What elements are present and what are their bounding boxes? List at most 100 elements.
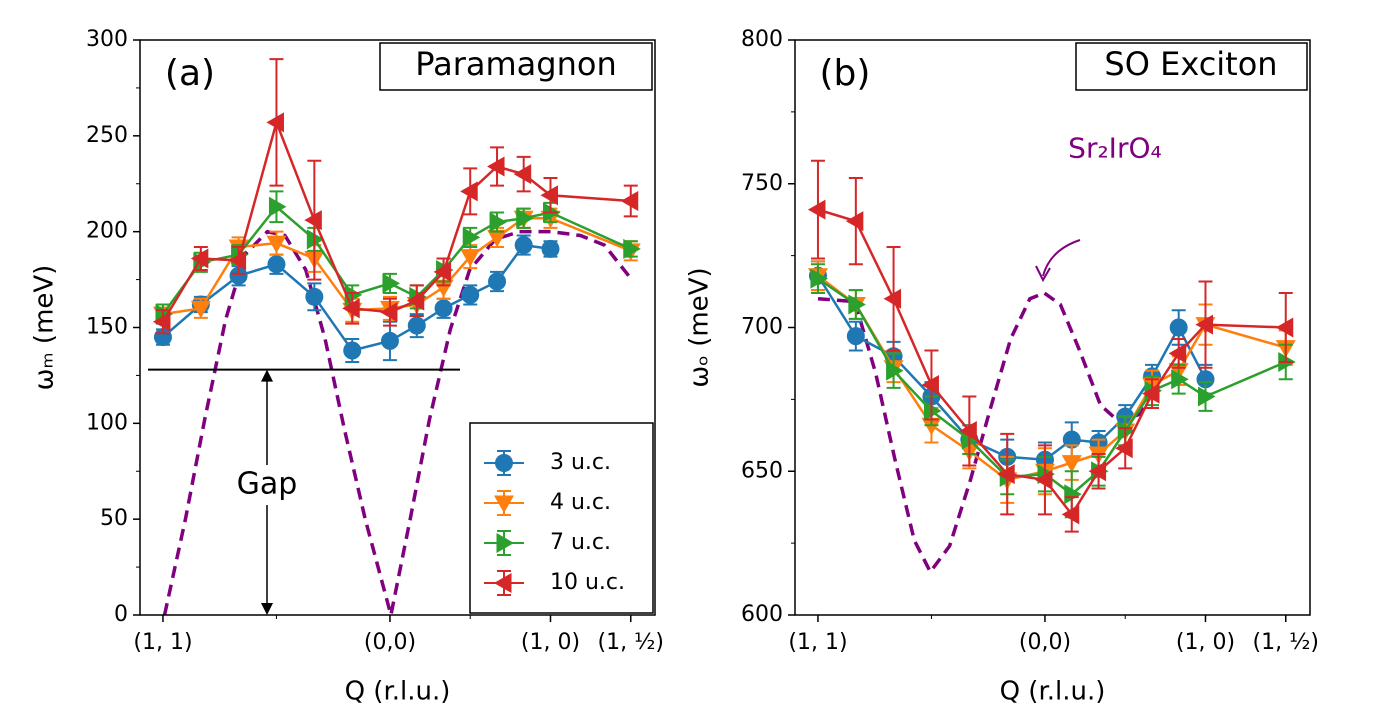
y-axis-label: ωₒ (meV) bbox=[685, 267, 715, 387]
marker bbox=[1088, 461, 1107, 482]
chart-title: SO Exciton bbox=[1104, 45, 1277, 83]
marker bbox=[921, 417, 942, 436]
marker bbox=[306, 229, 325, 250]
marker bbox=[487, 156, 505, 177]
marker bbox=[810, 268, 828, 289]
marker bbox=[1034, 469, 1053, 490]
title-box bbox=[379, 42, 653, 91]
marker bbox=[1171, 369, 1189, 390]
marker bbox=[190, 248, 209, 269]
marker bbox=[845, 211, 864, 232]
marker bbox=[266, 112, 284, 133]
y-tick-label: 50 bbox=[100, 506, 128, 531]
marker bbox=[513, 164, 532, 185]
marker bbox=[921, 375, 939, 395]
reference-label: Sr₂IrO₄ bbox=[1068, 131, 1162, 164]
axes-frame bbox=[794, 39, 1311, 616]
marker bbox=[228, 250, 247, 271]
marker bbox=[1117, 421, 1136, 441]
marker bbox=[488, 272, 507, 291]
marker bbox=[514, 236, 533, 255]
y-tick-label: 0 bbox=[114, 602, 128, 627]
y-tick-label: 150 bbox=[86, 315, 128, 340]
legend-marker bbox=[494, 495, 514, 513]
marker bbox=[487, 229, 508, 248]
marker bbox=[460, 249, 481, 267]
marker bbox=[1061, 455, 1082, 473]
y-tick-label: 250 bbox=[86, 123, 128, 148]
title-box bbox=[1075, 42, 1308, 91]
y-tick-label: 100 bbox=[86, 410, 128, 435]
y-axis-label: ωₘ (meV) bbox=[30, 265, 60, 391]
y-tick-label: 200 bbox=[86, 219, 128, 244]
marker bbox=[1062, 430, 1081, 449]
y-tick-label: 800 bbox=[741, 27, 783, 52]
marker bbox=[266, 235, 287, 254]
marker bbox=[382, 273, 400, 294]
panel-label: (b) bbox=[820, 53, 871, 94]
marker bbox=[883, 288, 902, 309]
marker bbox=[1142, 383, 1160, 404]
marker bbox=[406, 290, 425, 311]
y-tick-label: 650 bbox=[741, 458, 783, 483]
marker bbox=[1115, 438, 1133, 459]
legend-label: 3 u.c. bbox=[550, 450, 611, 475]
marker bbox=[461, 285, 480, 304]
annotation-arrow bbox=[1042, 239, 1081, 277]
marker bbox=[343, 341, 362, 360]
legend-marker bbox=[496, 533, 514, 553]
marker bbox=[152, 311, 171, 332]
legend-label: 7 u.c. bbox=[550, 530, 611, 555]
legend-label: 10 u.c. bbox=[550, 570, 625, 595]
y-tick-label: 750 bbox=[741, 171, 783, 196]
x-axis-label: Q (r.l.u.) bbox=[345, 677, 451, 707]
marker bbox=[407, 316, 426, 335]
x-tick-label: (1, ½) bbox=[1253, 630, 1319, 655]
marker bbox=[1168, 343, 1187, 364]
marker bbox=[229, 266, 248, 285]
marker bbox=[541, 239, 560, 258]
gap-label-bg bbox=[228, 465, 308, 505]
marker bbox=[997, 464, 1015, 485]
marker bbox=[433, 261, 452, 282]
reference-curve bbox=[162, 229, 634, 615]
y-tick-label: 700 bbox=[741, 315, 783, 340]
x-tick-label: (1, 0) bbox=[521, 630, 580, 655]
plot-area bbox=[807, 159, 1296, 576]
series-line bbox=[817, 208, 1286, 517]
x-tick-label: (1, 0) bbox=[1176, 630, 1235, 655]
marker bbox=[620, 191, 639, 211]
legend-marker bbox=[494, 573, 512, 593]
marker bbox=[304, 210, 322, 231]
plot-area bbox=[152, 58, 641, 615]
legend-marker bbox=[495, 454, 513, 472]
x-axis-label: Q (r.l.u.) bbox=[1000, 677, 1106, 707]
marker bbox=[1064, 484, 1082, 505]
x-tick-label: (1, ½) bbox=[598, 630, 664, 655]
annotation-arrowhead bbox=[1035, 265, 1051, 283]
chart-title: Paramagnon bbox=[415, 45, 616, 83]
marker bbox=[434, 299, 453, 318]
marker bbox=[460, 181, 478, 202]
x-tick-label: (0,0) bbox=[364, 630, 416, 655]
marker bbox=[1275, 317, 1294, 338]
y-tick-label: 300 bbox=[86, 27, 128, 52]
marker bbox=[540, 185, 558, 206]
marker bbox=[462, 227, 481, 248]
marker bbox=[807, 199, 826, 220]
marker bbox=[1195, 314, 1213, 335]
marker bbox=[516, 208, 534, 229]
marker bbox=[433, 279, 454, 298]
series-line bbox=[816, 275, 1207, 462]
x-tick-label: (0,0) bbox=[1019, 630, 1071, 655]
x-tick-label: (1, 1) bbox=[788, 630, 847, 655]
panel-label: (a) bbox=[165, 53, 215, 94]
marker bbox=[959, 421, 977, 441]
marker bbox=[886, 360, 904, 381]
marker bbox=[1197, 386, 1216, 407]
marker bbox=[380, 331, 399, 350]
marker bbox=[489, 212, 508, 233]
x-tick-label: (1, 1) bbox=[133, 630, 192, 655]
marker bbox=[305, 287, 324, 306]
